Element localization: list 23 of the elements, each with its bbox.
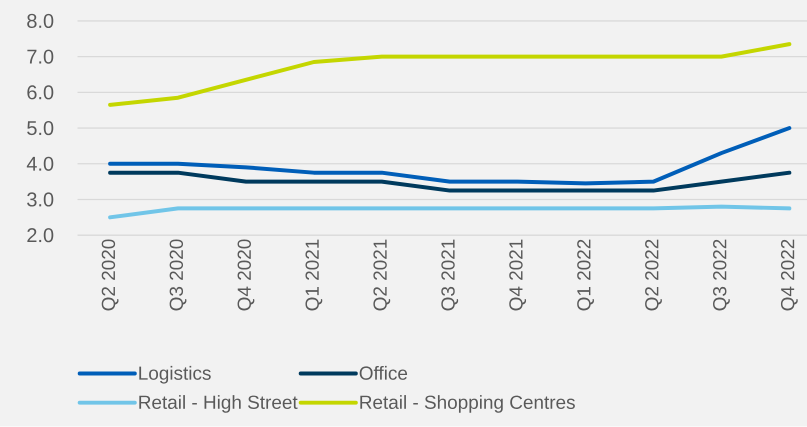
x-tick-label: Q3 2022: [713, 240, 730, 311]
x-tick-label: Q3 2020: [170, 240, 186, 311]
x-tick-label: Q1 2022: [577, 240, 594, 311]
x-tick-label: Q1 2021: [305, 240, 322, 311]
x-tick-label: Q2 2021: [373, 240, 390, 311]
y-tick-label: 7.0: [27, 50, 54, 64]
x-tick-label: Q2 2022: [645, 240, 662, 311]
legend-label: Retail - High Street: [139, 395, 298, 413]
x-tick-label: Q4 2022: [780, 240, 798, 311]
x-tick-label: Q2 2020: [102, 240, 119, 311]
x-tick-label: Q4 2020: [238, 240, 254, 311]
x-tick-label: Q3 2021: [441, 240, 458, 311]
x-tick-label: Q4 2021: [509, 240, 526, 311]
y-tick-label: 5.0: [27, 121, 54, 136]
y-tick-label: 2.0: [27, 228, 54, 242]
y-tick-label: 3.0: [27, 192, 54, 207]
y-tick-label: 4.0: [26, 156, 54, 172]
line-series: [108, 126, 792, 186]
y-tick-label: 8.0: [27, 14, 54, 28]
legend-label: Logistics: [139, 366, 211, 384]
y-tick-label: 6.0: [27, 86, 54, 100]
legend-label: Office: [360, 366, 408, 380]
legend-label: Retail - Shopping Centres: [360, 395, 575, 413]
